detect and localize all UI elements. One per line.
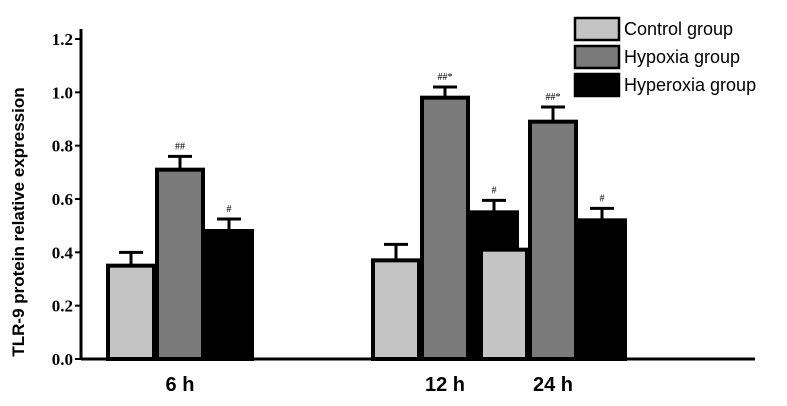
y-axis: 0.0 0.2 0.4 0.6 0.8 1.0 1.2 <box>52 29 83 369</box>
bar-control-group <box>371 258 421 362</box>
significance-label: ##* <box>546 92 561 103</box>
y-tick-label: 0.0 <box>52 350 73 369</box>
x-axis: 6 h 12 h 24 h <box>81 357 755 396</box>
bar-hyperoxia-group <box>577 218 627 361</box>
y-tick-label: 1.0 <box>52 83 73 102</box>
bar-hypoxia-group <box>155 167 205 361</box>
y-tick-label: 1.2 <box>52 30 73 49</box>
legend-swatch <box>573 16 621 42</box>
y-tick-label: 0.2 <box>52 297 73 316</box>
bars <box>106 95 627 362</box>
significance-label: # <box>227 204 232 215</box>
error-bars <box>119 85 614 266</box>
bar-hyperoxia-group <box>204 229 254 361</box>
legend-swatch <box>573 44 621 70</box>
x-category-label: 24 h <box>533 374 573 396</box>
x-category-label: 12 h <box>425 374 465 396</box>
legend: Control group Hypoxia group Hyperoxia grou… <box>573 16 756 98</box>
y-axis-label: TLR-9 protein relative expression <box>9 87 28 356</box>
significance-marks: #####*###*# <box>175 72 605 215</box>
x-category-label: 6 h <box>166 374 195 396</box>
legend-label: Hyperoxia group <box>624 75 756 95</box>
significance-label: ## <box>175 141 185 152</box>
legend-swatch <box>573 72 621 98</box>
significance-label: # <box>492 185 497 196</box>
legend-label: Control group <box>624 19 733 39</box>
bar-control-group <box>479 247 529 362</box>
legend-label: Hypoxia group <box>624 47 740 67</box>
y-tick-label: 0.8 <box>52 137 73 156</box>
bar-hypoxia-group <box>528 119 578 361</box>
significance-label: # <box>600 193 605 204</box>
bar-control-group <box>106 263 156 361</box>
significance-label: ##* <box>438 72 453 83</box>
bar-hypoxia-group <box>420 95 470 362</box>
y-tick-label: 0.6 <box>52 190 73 209</box>
y-tick-label: 0.4 <box>52 243 74 262</box>
